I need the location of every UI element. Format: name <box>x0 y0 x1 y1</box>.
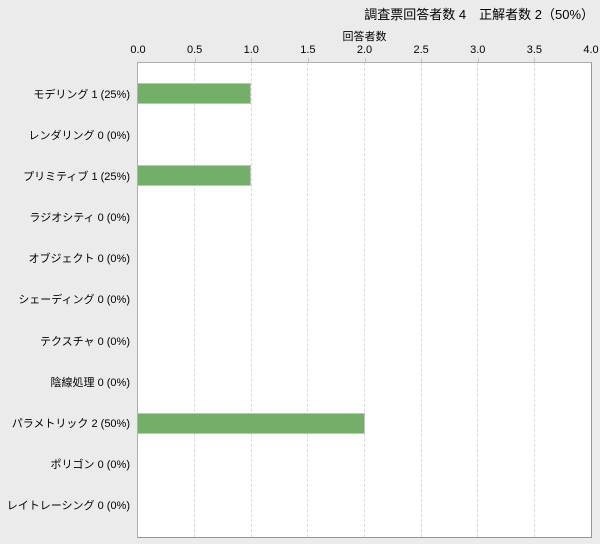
category-label: レイトレーシング 0 (0%) <box>6 500 130 513</box>
x-tick-mark <box>534 58 536 62</box>
x-tick-label: 1.0 <box>243 44 259 56</box>
category-label: 陰線処理 0 (0%) <box>50 376 130 389</box>
gridline <box>250 63 252 537</box>
x-tick-mark <box>194 58 196 62</box>
x-tick-label: 4.0 <box>583 44 599 56</box>
gridline <box>307 63 309 537</box>
category-label: ポリゴン 0 (0%) <box>50 459 130 472</box>
x-tick-mark <box>477 58 479 62</box>
x-tick-mark <box>307 58 309 62</box>
bar <box>138 83 252 105</box>
category-label: レンダリング 0 (0%) <box>28 129 130 142</box>
category-label: シェーディング 0 (0%) <box>18 294 130 307</box>
x-tick-label: 2.5 <box>413 44 429 56</box>
plot-area <box>137 62 592 538</box>
category-label: テクスチャ 0 (0%) <box>39 335 130 348</box>
category-label: ラジオシティ 0 (0%) <box>29 212 130 225</box>
x-axis-title: 回答者数 <box>342 31 387 43</box>
x-tick-mark <box>421 58 423 62</box>
category-label: プリミティブ 1 (25%) <box>23 170 130 183</box>
x-tick-label: 0.5 <box>186 44 203 56</box>
x-tick-mark <box>364 58 366 62</box>
category-label: モデリング 1 (25%) <box>33 88 130 101</box>
category-label: オブジェクト 0 (0%) <box>28 253 130 266</box>
category-label: パラメトリック 2 (50%) <box>11 418 130 431</box>
gridline <box>364 63 365 537</box>
bar <box>138 165 252 187</box>
bar <box>138 412 365 434</box>
x-tick-label: 3.5 <box>526 44 543 56</box>
gridline <box>194 63 196 537</box>
x-tick-label: 3.0 <box>470 44 486 56</box>
x-tick-label: 0.0 <box>130 44 146 56</box>
x-tick-label: 1.5 <box>300 44 316 56</box>
gridline <box>533 63 535 537</box>
chart-title: 調査票回答者数 4 正解者数 2（50%） <box>364 7 594 22</box>
gridline <box>477 63 479 537</box>
x-tick-label: 2.0 <box>356 44 373 56</box>
gridline <box>420 63 422 537</box>
x-tick-mark <box>251 58 253 62</box>
